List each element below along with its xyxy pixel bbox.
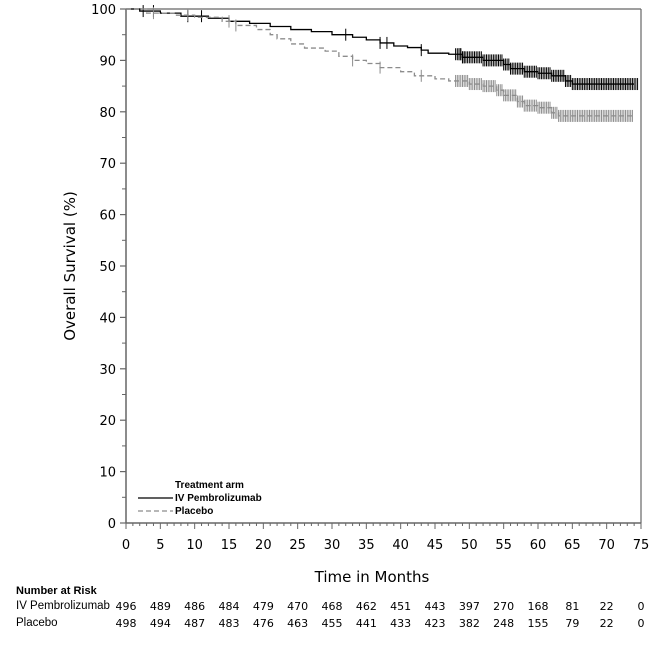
x-tick-label: 60 <box>530 538 547 553</box>
risk-value: 487 <box>184 617 206 630</box>
risk-value: 22 <box>599 600 614 613</box>
risk-row-placebo: Placebo 498 494 487 483 476 463 455 441 433 423 38… <box>0 617 655 633</box>
y-axis-title: Overall Survival (%) <box>61 191 79 341</box>
x-tick-label: 55 <box>495 538 512 553</box>
x-tick-label: 35 <box>358 538 375 553</box>
risk-value: 79 <box>565 617 580 630</box>
risk-value: 470 <box>287 600 309 613</box>
risk-value: 496 <box>115 600 137 613</box>
x-tick-label: 45 <box>427 538 444 553</box>
risk-value: 479 <box>252 600 274 613</box>
plot-frame <box>125 8 642 524</box>
y-tick-label: 60 <box>99 209 116 224</box>
y-tick-label: 40 <box>99 311 116 326</box>
legend-label-pembrolizumab: IV Pembrolizumab <box>175 493 262 504</box>
y-tick-label: 80 <box>99 106 116 121</box>
x-tick-label: 20 <box>255 538 272 553</box>
x-tick-label: 0 <box>122 538 130 553</box>
x-tick-label: 15 <box>221 538 238 553</box>
risk-value: 494 <box>149 617 171 630</box>
risk-value: 484 <box>218 600 240 613</box>
risk-value: 168 <box>527 600 549 613</box>
y-tick-label: 90 <box>99 54 116 69</box>
km-chart: 0 10 20 30 40 50 60 70 80 90 100 0 5 10 15 20 25 30 35 40 4… <box>61 3 649 586</box>
risk-value: 489 <box>149 600 171 613</box>
risk-row-label: Placebo <box>16 617 58 629</box>
survival-curves <box>126 5 639 122</box>
y-tick-label: 0 <box>108 517 116 532</box>
x-tick-label: 50 <box>461 538 478 553</box>
y-tick-label: 30 <box>99 363 116 378</box>
risk-value: 451 <box>390 600 412 613</box>
risk-value: 476 <box>252 617 274 630</box>
risk-value: 463 <box>287 617 309 630</box>
x-tick-label: 30 <box>324 538 341 553</box>
risk-value: 455 <box>321 617 343 630</box>
risk-value: 155 <box>527 617 549 630</box>
risk-value: 443 <box>424 600 446 613</box>
risk-value: 81 <box>565 600 580 613</box>
risk-value: 433 <box>390 617 412 630</box>
risk-value: 248 <box>493 617 515 630</box>
risk-row-label: IV Pembrolizumab <box>16 600 110 612</box>
x-axis-title: Time in Months <box>314 568 430 586</box>
x-tick-label: 10 <box>186 538 203 553</box>
y-tick-label: 20 <box>99 414 116 429</box>
legend: Treatment arm IV Pembrolizumab Placebo <box>138 480 262 517</box>
risk-value: 483 <box>218 617 240 630</box>
x-tick-label: 70 <box>598 538 615 553</box>
risk-value: 382 <box>458 617 480 630</box>
risk-value: 397 <box>458 600 480 613</box>
risk-value: 468 <box>321 600 343 613</box>
risk-value: 270 <box>493 600 515 613</box>
y-tick-label: 50 <box>99 260 116 275</box>
legend-label-placebo: Placebo <box>175 506 213 517</box>
x-tick-label: 25 <box>289 538 306 553</box>
risk-value: 441 <box>355 617 377 630</box>
y-tick-label: 70 <box>99 157 116 172</box>
risk-value: 462 <box>355 600 377 613</box>
risk-row-pembrolizumab: IV Pembrolizumab 496 489 486 484 479 470 468 46… <box>0 600 655 616</box>
legend-title: Treatment arm <box>175 480 244 491</box>
risk-value: 0 <box>637 617 645 630</box>
y-tick-label: 10 <box>99 466 116 481</box>
x-tick-label: 5 <box>156 538 164 553</box>
risk-value: 486 <box>184 600 206 613</box>
x-axis: 0 5 10 15 20 25 30 35 40 45 50 55 60 65 70 75 <box>122 523 649 553</box>
risk-value: 423 <box>424 617 446 630</box>
risk-value: 0 <box>637 600 645 613</box>
x-tick-label: 75 <box>633 538 650 553</box>
risk-value: 498 <box>115 617 137 630</box>
number-at-risk-title: Number at Risk <box>16 585 97 597</box>
x-tick-label: 65 <box>564 538 581 553</box>
risk-value: 22 <box>599 617 614 630</box>
y-tick-label: 100 <box>91 3 116 18</box>
y-axis: 0 10 20 30 40 50 60 70 80 90 100 <box>91 3 126 532</box>
x-tick-label: 40 <box>392 538 409 553</box>
